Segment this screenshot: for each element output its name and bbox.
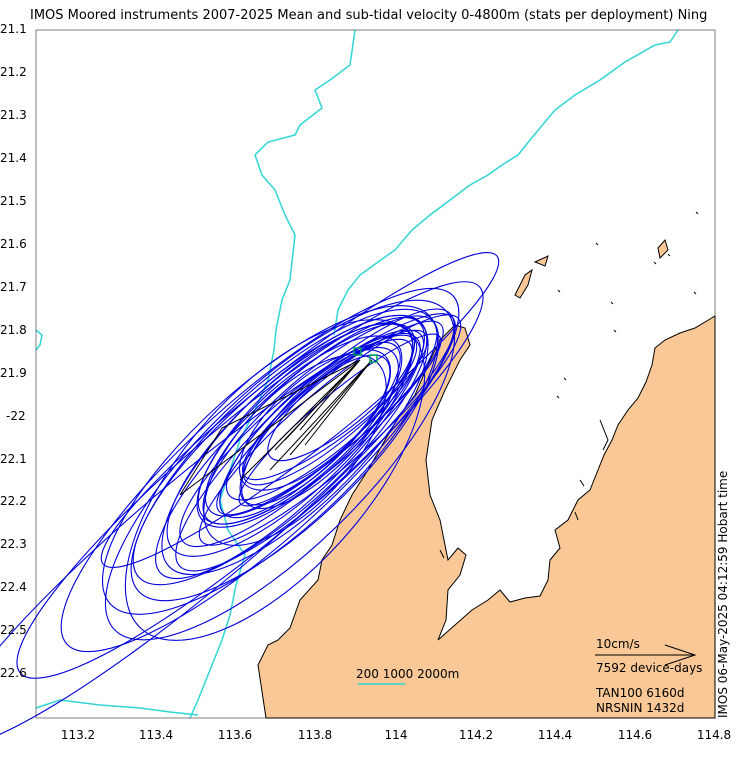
island (533, 255, 549, 267)
y-tick-label: 22.6 (0, 666, 27, 680)
velocity-ellipse (101, 305, 439, 615)
y-tick-label: 22.2 (0, 494, 27, 508)
mean-velocity-vectors (179, 359, 373, 496)
station-marker-ningaloo-north (353, 347, 362, 356)
x-tick-label: 114.2 (458, 728, 494, 742)
y-tick-label: 21.8 (0, 323, 27, 337)
y-tick-label: 22.1 (0, 452, 27, 466)
isobath-legend-label: 200 1000 2000m (356, 667, 460, 681)
velocity-ellipse (238, 333, 442, 507)
x-tick-label: 114.6 (617, 728, 653, 742)
velocity-ellipse (161, 314, 429, 576)
y-tick-label: 21.2 (0, 65, 27, 79)
x-tick-label: 114.8 (696, 728, 732, 742)
land-coast (257, 315, 716, 719)
timestamp-label: IMOS 06-May-2025 04:12:59 Hobart time (716, 470, 730, 718)
y-tick-label: 22.4 (0, 580, 27, 594)
y-tick-label: 21.1 (0, 22, 27, 36)
y-tick-label: -22 (6, 409, 26, 423)
y-tick-label: 21.7 (0, 280, 27, 294)
y-tick-label: 22.3 (0, 537, 27, 551)
y-tick-label: 21.9 (0, 366, 27, 380)
velocity-ellipse (197, 335, 403, 525)
x-tick-label: 113.8 (297, 728, 333, 742)
station-label: TAN100 6160d (596, 686, 685, 700)
x-tick-label: 113.6 (217, 728, 253, 742)
velocity-ellipse (0, 313, 456, 747)
y-tick-label: 22.5 (0, 623, 27, 637)
y-tick-label: 21.4 (0, 151, 27, 165)
map-title: IMOS Moored instruments 2007-2025 Mean a… (30, 8, 708, 23)
island (514, 268, 533, 299)
x-tick-label: 114.4 (537, 728, 573, 742)
station-marker-ningaloo-south (369, 354, 378, 363)
velocity-ellipse (124, 319, 426, 641)
x-tick-label: 113.2 (60, 728, 96, 742)
y-tick-label: 21.3 (0, 108, 27, 122)
isobath-lines (35, 29, 679, 719)
velocity-ellipse (241, 346, 399, 510)
island (657, 238, 669, 260)
velocity-ellipse (175, 308, 455, 572)
velocity-ellipse (100, 252, 500, 568)
velocity-scale-arrowhead (664, 644, 697, 666)
island (439, 211, 699, 559)
velocity-ellipses (0, 252, 500, 747)
y-tick-label: 21.6 (0, 237, 27, 251)
velocity-ellipse (204, 323, 416, 517)
x-tick-label: 113.4 (138, 728, 174, 742)
device-days-label: 7592 device-days (596, 661, 703, 675)
x-tick-label: 114 (384, 728, 408, 742)
axes-frame (35, 29, 716, 719)
station-label: NRSNIN 1432d (596, 701, 685, 715)
velocity-ellipse (60, 287, 460, 653)
velocity-scale-label: 10cm/s (596, 637, 640, 651)
y-tick-label: 21.5 (0, 194, 27, 208)
